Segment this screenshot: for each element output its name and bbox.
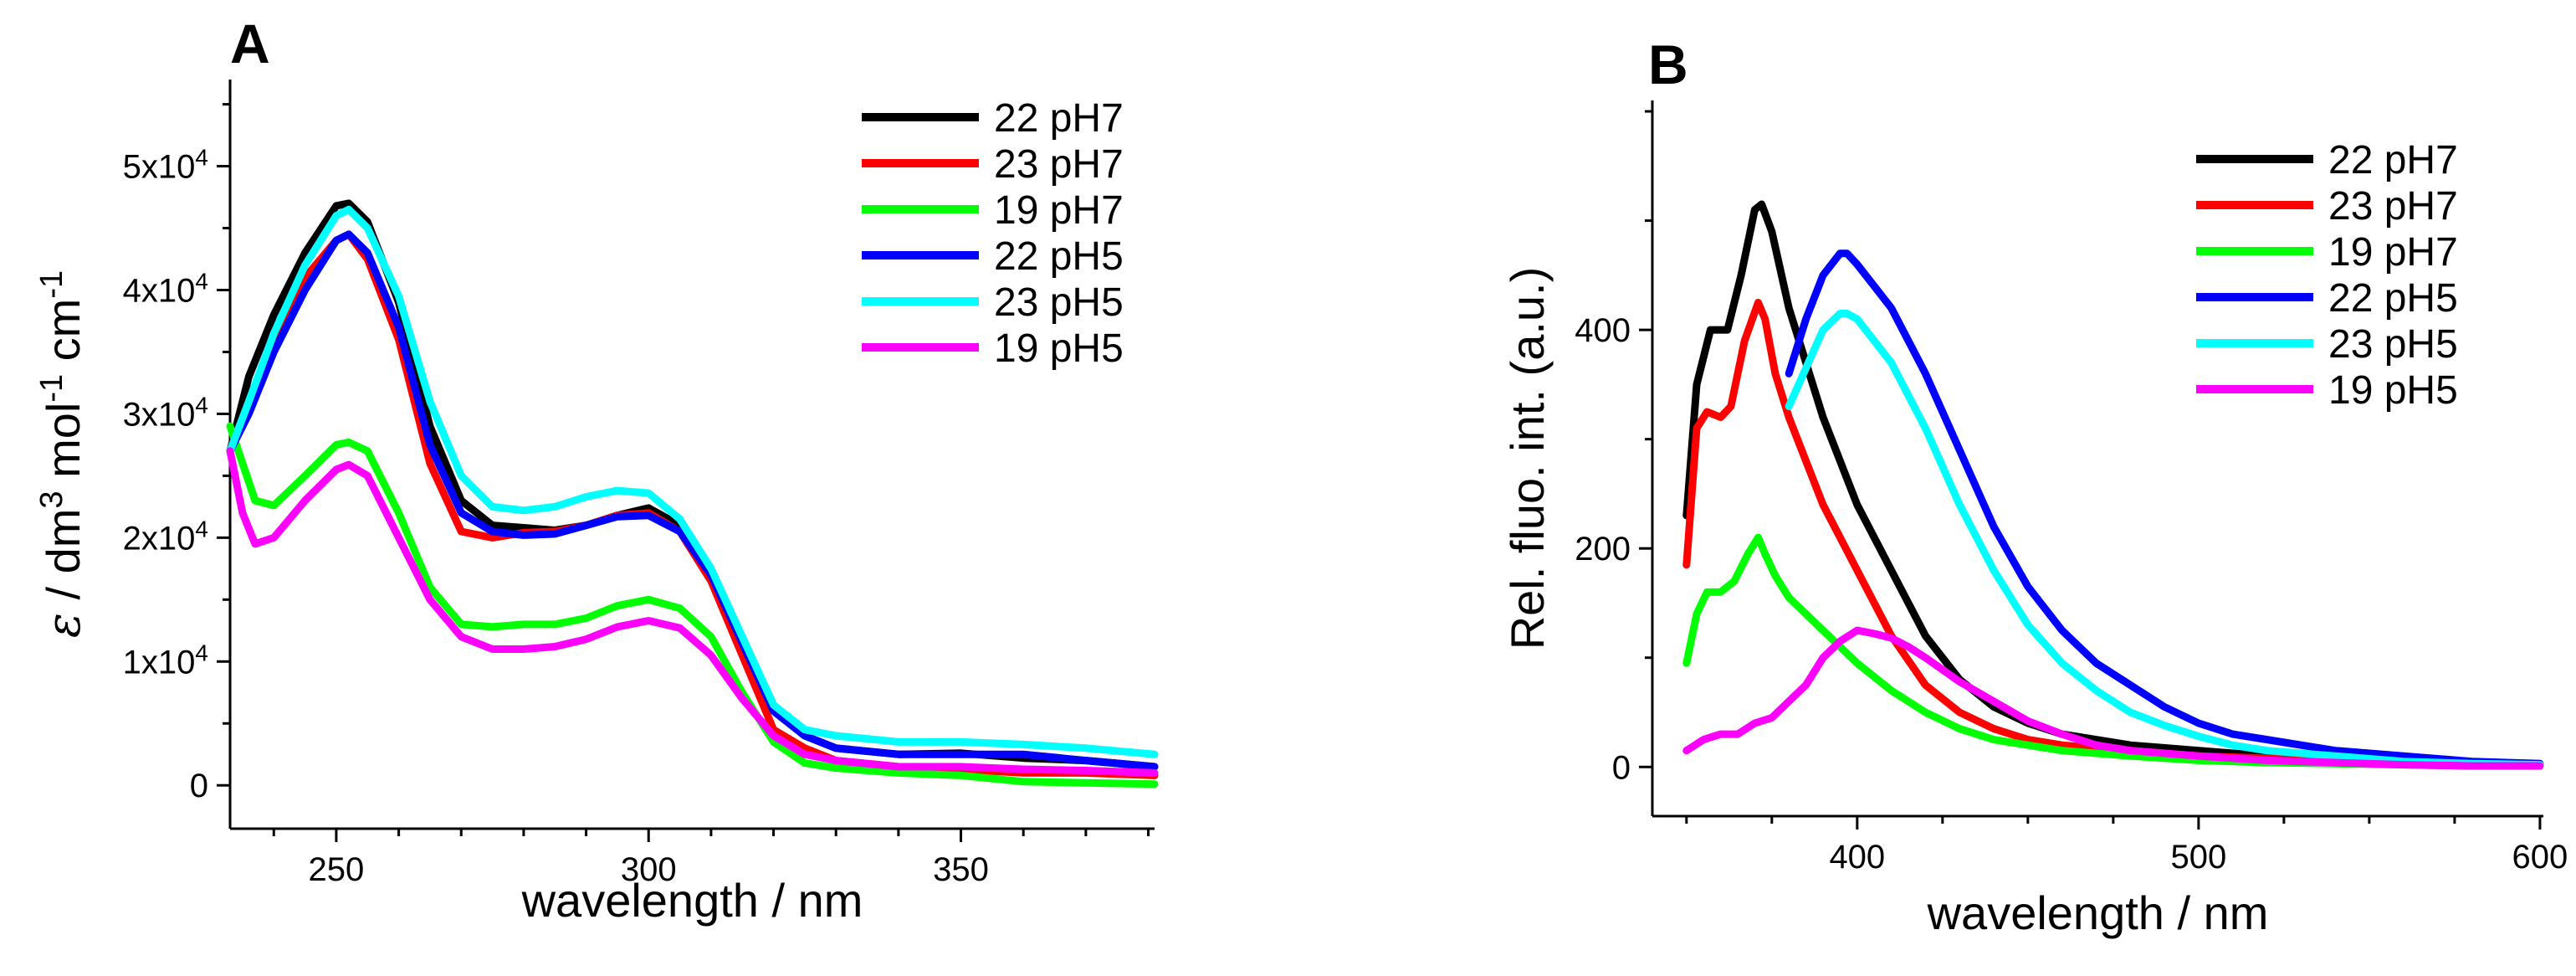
series-line-22-ph5 <box>226 230 1159 771</box>
y-tick-label: 400 <box>1575 312 1631 349</box>
legend-label: 19 pH7 <box>994 188 1124 233</box>
legend-label: 22 pH7 <box>994 96 1124 141</box>
y-tick-label: 5x104 <box>123 144 208 186</box>
x-tick-label: 400 <box>1829 839 1885 876</box>
x-axis-label: wavelength / nm <box>1927 886 2269 939</box>
y-axis-label: ε / dm3 mol-1 cm-1 <box>34 270 91 638</box>
y-tick-label: 0 <box>1612 749 1631 786</box>
series-line-19-ph5 <box>1682 626 2544 770</box>
legend-label: 23 pH5 <box>2328 322 2458 367</box>
legend-label: 23 pH5 <box>994 280 1124 325</box>
panel-a-absorption-chart: A 250 300 350 0 1x104 2x104 3x104 4x104 5x104 wave… <box>34 13 1159 927</box>
legend-label: 23 pH7 <box>994 142 1124 187</box>
y-axis-label: Rel. fluo. int. (a.u.) <box>1501 267 1554 650</box>
legend-label: 19 pH5 <box>994 326 1124 371</box>
x-axis-label: wavelength / nm <box>521 874 863 927</box>
x-tick-label: 350 <box>933 851 989 888</box>
y-tick-label: 1x104 <box>123 640 208 681</box>
y-tick-label: 3x104 <box>123 392 208 434</box>
x-tick-label: 600 <box>2512 839 2568 876</box>
y-tick-label: 2x104 <box>123 516 208 557</box>
legend-label: 22 pH5 <box>2328 276 2458 321</box>
legend-label: 22 pH7 <box>2328 138 2458 182</box>
y-tick-label: 4x104 <box>123 268 208 310</box>
x-tick-label: 500 <box>2170 839 2226 876</box>
legend-label: 19 pH5 <box>2328 368 2458 413</box>
panel-letter: B <box>1648 33 1688 95</box>
series-line-19-ph7 <box>226 422 1159 789</box>
series-line-22-ph5 <box>1785 249 2544 768</box>
y-tick-label: 200 <box>1575 531 1631 568</box>
series-line-23-ph5 <box>1785 310 2544 769</box>
series-line-23-ph5 <box>226 205 1159 758</box>
series-line-19-ph5 <box>226 447 1159 777</box>
panel-letter: A <box>230 13 270 74</box>
x-tick-label: 300 <box>621 851 677 888</box>
legend-label: 23 pH7 <box>2328 184 2458 229</box>
y-tick-label: 0 <box>190 768 208 804</box>
legend-label: 22 pH5 <box>994 234 1124 279</box>
legend-label: 19 pH7 <box>2328 230 2458 275</box>
series-line-19-ph7 <box>1682 533 2544 770</box>
panel-b-fluorescence-chart: B 400 500 600 0 200 400 wavelength / nm Rel. flu… <box>1501 33 2568 939</box>
x-tick-label: 250 <box>309 851 365 888</box>
